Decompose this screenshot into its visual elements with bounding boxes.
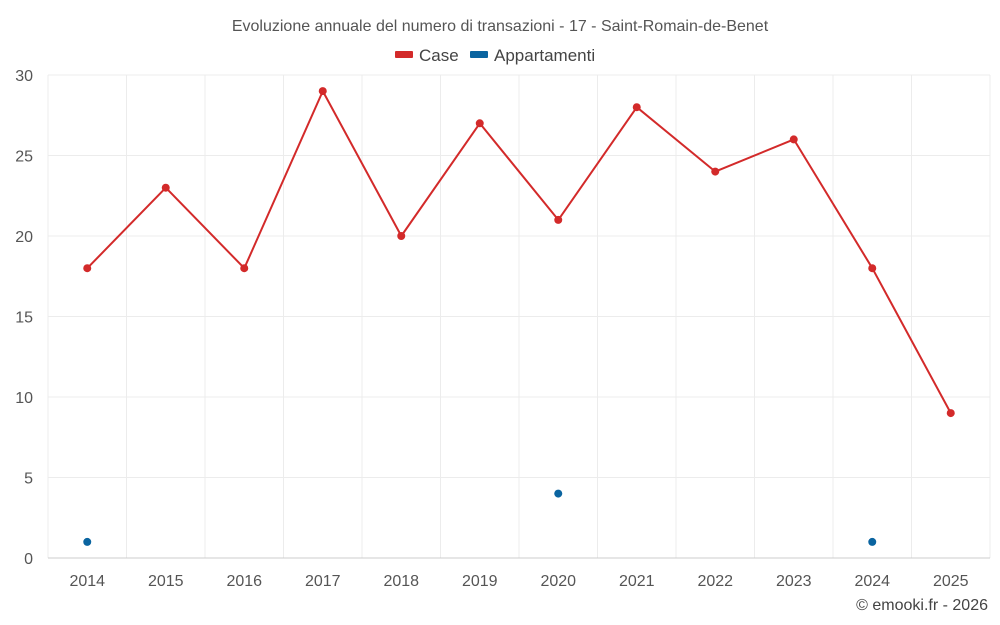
y-axis-ticks: 0 5 10 15 20 25 30	[15, 68, 33, 568]
data-point-case[interactable]	[554, 215, 563, 224]
x-tick-label: 2023	[776, 573, 812, 590]
x-tick-label: 2020	[540, 573, 576, 590]
legend-label-case[interactable]: Case	[419, 46, 459, 65]
x-tick-label: 2014	[69, 573, 105, 590]
legend-label-appartamenti[interactable]: Appartamenti	[494, 46, 595, 65]
y-tick-label: 10	[15, 390, 33, 407]
data-point-case[interactable]	[240, 264, 249, 273]
data-point-appartamenti[interactable]	[554, 489, 563, 498]
x-tick-label: 2024	[854, 573, 890, 590]
x-tick-label: 2015	[148, 573, 184, 590]
data-point-case[interactable]	[868, 264, 877, 273]
data-point-appartamenti[interactable]	[83, 537, 92, 546]
data-point-case[interactable]	[397, 232, 406, 240]
y-tick-label: 5	[24, 471, 33, 488]
x-tick-label: 2025	[933, 573, 969, 590]
y-tick-label: 0	[24, 551, 33, 568]
x-tick-label: 2017	[305, 573, 341, 590]
x-axis-ticks: 2014 2015 2016 2017 2018 2019 2020 2021 2022 2023…	[69, 573, 968, 590]
data-point-case[interactable]	[83, 264, 92, 273]
gridlines	[47, 74, 991, 558]
data-point-case[interactable]	[318, 87, 327, 96]
data-point-case[interactable]	[789, 135, 798, 144]
credit-text: © emooki.fr - 2026	[856, 597, 988, 614]
x-tick-label: 2016	[226, 573, 262, 590]
series-group	[83, 87, 955, 546]
x-tick-label: 2019	[462, 573, 498, 590]
legend: Case Appartamenti	[395, 46, 595, 65]
x-tick-label: 2022	[697, 573, 733, 590]
chart-title: Evoluzione annuale del numero di transaz…	[232, 18, 769, 35]
data-point-case[interactable]	[475, 119, 484, 128]
legend-swatch-appartamenti	[470, 51, 488, 58]
x-tick-label: 2018	[383, 573, 419, 590]
y-tick-label: 20	[15, 229, 33, 246]
x-tick-label: 2021	[619, 573, 655, 590]
y-tick-label: 15	[15, 310, 33, 327]
y-tick-label: 30	[15, 68, 33, 85]
y-tick-label: 25	[15, 149, 33, 166]
legend-swatch-case	[395, 51, 413, 58]
data-point-case[interactable]	[161, 183, 170, 192]
data-point-case[interactable]	[711, 167, 720, 176]
series-line-case	[86, 90, 952, 414]
data-point-appartamenti[interactable]	[868, 537, 877, 546]
data-point-case[interactable]	[632, 103, 641, 112]
data-point-case[interactable]	[946, 409, 955, 418]
